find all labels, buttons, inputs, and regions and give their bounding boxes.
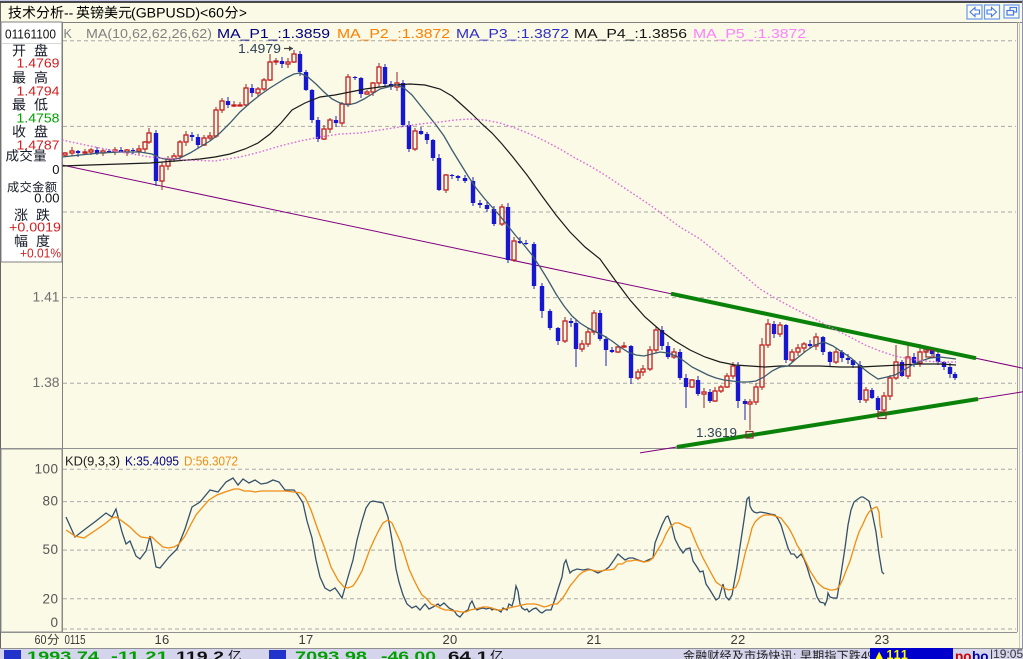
svg-text:+0.0019: +0.0019	[9, 220, 61, 235]
svg-text:-11.21: -11.21	[111, 648, 168, 659]
svg-text:119.2: 119.2	[176, 648, 224, 659]
svg-text:bo: bo	[972, 649, 989, 659]
svg-text:50: 50	[42, 542, 58, 557]
svg-text:K:35.4095: K:35.4095	[125, 455, 179, 469]
svg-text:23: 23	[874, 632, 889, 647]
svg-text:0.00: 0.00	[34, 191, 59, 206]
svg-text:80: 80	[42, 494, 58, 509]
svg-text:1.4787: 1.4787	[17, 138, 60, 153]
svg-text:▲111: ▲111	[873, 648, 909, 659]
svg-text:64.1: 64.1	[448, 648, 488, 659]
svg-text:1.4758: 1.4758	[17, 111, 60, 126]
svg-text:MA_P3_:1.3872: MA_P3_:1.3872	[456, 26, 569, 41]
svg-text:MA_P4_:1.3856: MA_P4_:1.3856	[574, 26, 687, 41]
svg-text:16: 16	[154, 632, 169, 647]
svg-text:1993.74: 1993.74	[27, 648, 99, 659]
svg-text:0: 0	[52, 162, 59, 177]
svg-text:100: 100	[34, 462, 58, 477]
svg-text:1.4979: 1.4979	[238, 41, 281, 56]
svg-text:21: 21	[586, 632, 601, 647]
svg-text:1.4769: 1.4769	[17, 56, 60, 71]
svg-text:MA(10,62,62,26,62): MA(10,62,62,26,62)	[86, 27, 212, 41]
svg-text:1.41: 1.41	[33, 290, 60, 305]
svg-text:20: 20	[42, 592, 58, 607]
svg-text:1.3619: 1.3619	[696, 425, 737, 440]
svg-text:17: 17	[298, 632, 313, 647]
svg-text:MA_P5_:1.3872: MA_P5_:1.3872	[693, 26, 806, 41]
svg-text:po: po	[955, 649, 972, 659]
svg-text:|19:05: |19:05	[990, 647, 1023, 659]
svg-text:K: K	[64, 27, 73, 41]
svg-text:01161100: 01161100	[5, 27, 56, 42]
svg-text:7093.98: 7093.98	[295, 648, 367, 659]
svg-text:60: 60	[35, 633, 47, 647]
svg-text:(GBPUSD)<60: (GBPUSD)<60	[131, 6, 224, 21]
svg-text:D:56.3072: D:56.3072	[184, 455, 238, 469]
svg-text:MA_P2_:1.3872: MA_P2_:1.3872	[337, 26, 450, 41]
svg-text:4%: 4%	[861, 649, 879, 659]
svg-text:22: 22	[730, 632, 745, 647]
svg-text::: :	[793, 649, 796, 659]
svg-text:KD(9,3,3): KD(9,3,3)	[65, 455, 120, 469]
svg-text:1.38: 1.38	[33, 375, 60, 390]
svg-text:--: --	[64, 5, 74, 21]
svg-text:+0.01%: +0.01%	[20, 246, 61, 261]
svg-text:0115: 0115	[65, 633, 86, 647]
svg-text:>: >	[239, 6, 247, 21]
svg-text:MA_P1_:1.3859: MA_P1_:1.3859	[217, 26, 330, 41]
svg-text:0: 0	[50, 615, 58, 630]
svg-text:20: 20	[442, 632, 457, 647]
svg-text:1.4794: 1.4794	[17, 84, 60, 99]
svg-text:-46.00: -46.00	[381, 648, 436, 659]
